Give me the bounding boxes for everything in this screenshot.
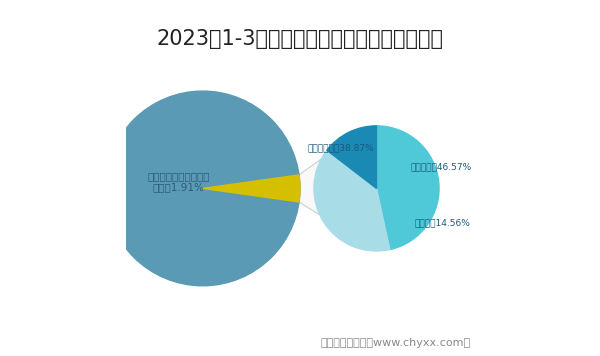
- Text: 巡游出租汽车38.87%: 巡游出租汽车38.87%: [308, 143, 374, 152]
- Wedge shape: [203, 175, 300, 202]
- Text: 2023年1-3月云南省累计客运总量分类统计图: 2023年1-3月云南省累计客运总量分类统计图: [157, 28, 443, 48]
- Polygon shape: [299, 151, 332, 223]
- Text: 制图：智研咨询（www.chyxx.com）: 制图：智研咨询（www.chyxx.com）: [320, 338, 470, 349]
- Text: 公共汽电车46.57%: 公共汽电车46.57%: [411, 162, 472, 171]
- Circle shape: [106, 91, 300, 286]
- Wedge shape: [376, 126, 439, 250]
- Text: 云南省客运总量占全国
比重为1.91%: 云南省客运总量占全国 比重为1.91%: [147, 171, 209, 192]
- Wedge shape: [327, 126, 376, 188]
- Text: 轨道交通14.56%: 轨道交通14.56%: [414, 218, 470, 227]
- Wedge shape: [314, 150, 390, 251]
